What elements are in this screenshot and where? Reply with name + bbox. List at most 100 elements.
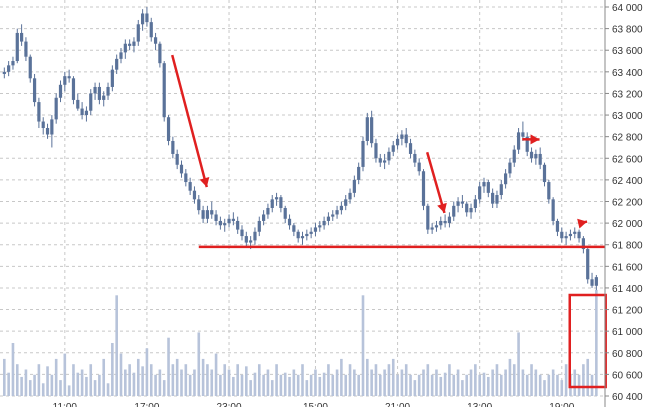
candle-body xyxy=(227,219,230,223)
volume-bar xyxy=(310,375,313,396)
volume-bar xyxy=(120,354,123,396)
candle-body xyxy=(310,232,313,234)
candle-body xyxy=(37,102,40,121)
volume-bar xyxy=(215,354,218,396)
candle-body xyxy=(158,44,161,63)
volume-bar xyxy=(20,377,23,396)
volume-bar xyxy=(141,366,144,396)
volume-bar xyxy=(33,375,36,396)
volume-bar xyxy=(344,375,347,396)
candle-body xyxy=(340,206,343,210)
volume-bar xyxy=(159,370,162,397)
x-tick-label: 17:00 xyxy=(134,402,159,407)
candle-body xyxy=(405,135,408,144)
candle-body xyxy=(357,167,360,180)
candle-body xyxy=(560,232,563,238)
volume-bar xyxy=(379,375,382,396)
candle-body xyxy=(292,225,295,231)
candle-body xyxy=(271,199,274,208)
candle-body xyxy=(262,214,265,220)
candle-body xyxy=(465,204,468,213)
y-tick-label: 61 400 xyxy=(612,284,643,295)
volume-bar xyxy=(210,370,213,397)
volume-bar xyxy=(262,375,265,396)
candle-body xyxy=(595,277,598,286)
candle-body xyxy=(448,217,451,223)
candle-body xyxy=(521,132,524,136)
candle-body xyxy=(301,236,304,238)
candle-body xyxy=(150,22,153,37)
candle-body xyxy=(197,199,200,210)
candle-body xyxy=(76,100,79,109)
candle-body xyxy=(517,132,520,149)
candle-body xyxy=(383,160,386,162)
candle-body xyxy=(42,122,45,128)
candle-body xyxy=(379,158,382,162)
candle-body xyxy=(335,210,338,214)
volume-bar xyxy=(448,364,451,396)
y-tick-label: 62 600 xyxy=(612,154,643,165)
volume-bar xyxy=(249,380,252,396)
candle-body xyxy=(314,227,317,231)
candle-body xyxy=(189,182,192,191)
volume-bar xyxy=(284,373,287,396)
candle-body xyxy=(232,219,235,221)
candle-body xyxy=(245,236,248,242)
volume-bar xyxy=(401,370,404,397)
trend-arrow-head xyxy=(577,219,587,229)
volume-bar xyxy=(470,370,473,397)
candle-body xyxy=(552,199,555,221)
y-tick-label: 60 400 xyxy=(612,392,643,403)
volume-bar xyxy=(504,370,507,397)
candle-body xyxy=(33,78,36,102)
y-tick-label: 60 600 xyxy=(612,370,643,381)
grid-lines xyxy=(0,0,605,396)
volume-bar xyxy=(275,364,278,396)
volume-bar xyxy=(172,364,175,396)
candle-body xyxy=(374,143,377,158)
volume-bar xyxy=(366,359,369,396)
x-tick-label: 23:00 xyxy=(217,402,242,407)
volume-bar xyxy=(163,380,166,396)
volume-bar xyxy=(202,359,205,396)
volume-bar xyxy=(560,380,563,396)
candle-body xyxy=(137,24,140,41)
y-tick-label: 61 600 xyxy=(612,262,643,273)
candle-body xyxy=(487,182,490,193)
volume-bar xyxy=(496,364,499,396)
volume-bar xyxy=(353,370,356,397)
candle-body xyxy=(115,59,118,70)
candle-body xyxy=(141,13,144,24)
volume-bar xyxy=(150,364,153,396)
candle-body xyxy=(547,182,550,199)
volume-bar xyxy=(396,375,399,396)
volume-bar xyxy=(72,364,75,396)
volume-bar xyxy=(543,380,546,396)
volume-bar xyxy=(340,359,343,396)
volume-bar xyxy=(297,375,300,396)
volume-bar xyxy=(258,364,261,396)
candle-body xyxy=(577,232,580,238)
candle-body xyxy=(202,210,205,219)
volume-bar xyxy=(12,343,15,396)
y-tick-label: 63 000 xyxy=(612,111,643,122)
volume-bar xyxy=(219,375,222,396)
volume-bar xyxy=(314,370,317,397)
candle-body xyxy=(29,57,32,79)
y-tick-label: 63 200 xyxy=(612,89,643,100)
candle-body xyxy=(426,206,429,230)
volume-bar xyxy=(517,332,520,396)
candle-body xyxy=(163,63,166,117)
candle-body xyxy=(284,208,287,219)
candle-body xyxy=(46,128,49,134)
y-tick-label: 63 600 xyxy=(612,46,643,57)
candle-body xyxy=(387,152,390,161)
y-tick-label: 61 200 xyxy=(612,306,643,317)
candle-body xyxy=(361,141,364,167)
volume-bar xyxy=(146,348,149,396)
candle-body xyxy=(223,223,226,225)
volume-bar xyxy=(241,375,244,396)
volume-bar xyxy=(539,375,542,396)
volume-bar xyxy=(223,364,226,396)
